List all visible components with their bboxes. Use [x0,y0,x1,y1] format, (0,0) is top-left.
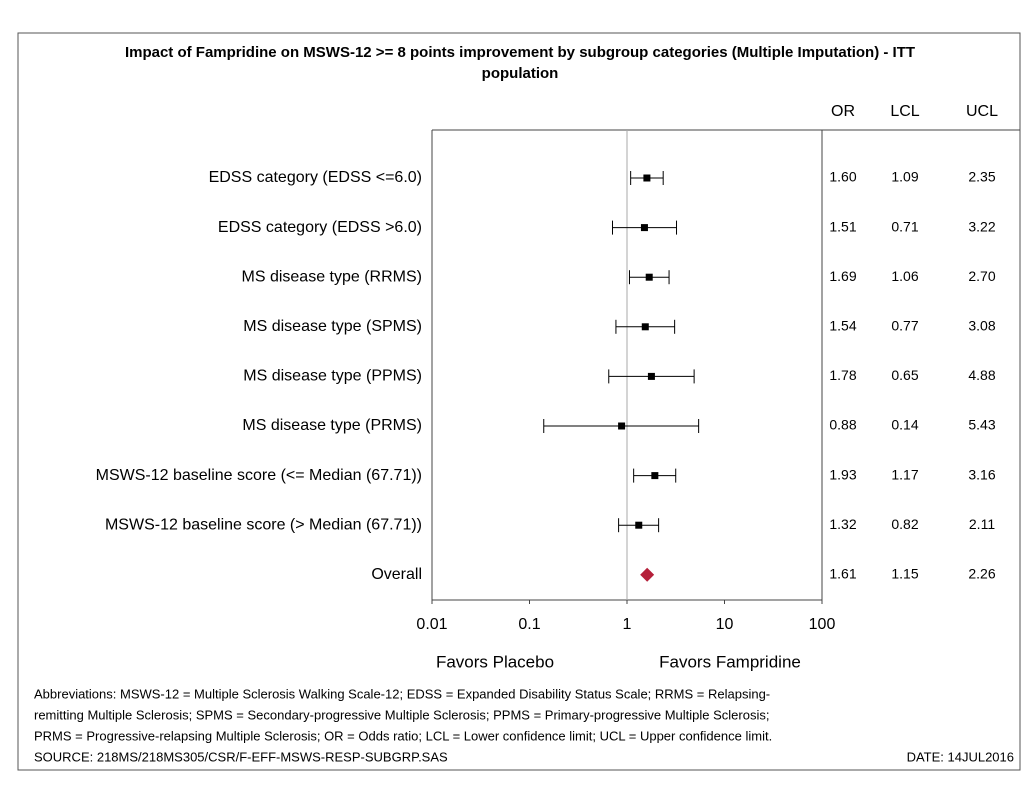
value-label: 1.61 [829,566,856,582]
point-estimate [641,323,649,331]
row-label: MS disease type (RRMS) [242,268,423,285]
date: DATE: 14JUL2016 [907,749,1014,764]
summary-diamond [640,567,655,582]
value-label: 1.09 [891,169,918,185]
value-label: 0.65 [891,367,918,383]
value-label: 1.54 [829,318,856,334]
value-label: 1.17 [891,466,918,482]
x-tick-label: 1 [623,616,632,633]
value-label: 0.88 [829,417,856,433]
column-header: OR [831,103,855,120]
value-label: 2.70 [968,268,995,284]
value-label: 5.43 [968,417,995,433]
footnote: Abbreviations: MSWS-12 = Multiple Sclero… [34,686,770,701]
column-header: UCL [966,103,998,120]
column-header: LCL [890,103,919,120]
source: SOURCE: 218MS/218MS305/CSR/F-EFF-MSWS-RE… [34,749,448,764]
value-label: 2.11 [969,516,995,532]
favors-left: Favors Placebo [436,652,554,671]
point-estimate [647,372,655,380]
point-estimate [635,521,643,529]
row-label: EDSS category (EDSS <=6.0) [209,169,422,186]
value-label: 0.77 [891,318,918,334]
value-label: 1.93 [829,466,856,482]
value-label: 1.78 [829,367,856,383]
x-tick-label: 10 [716,616,734,633]
x-tick-label: 100 [809,616,836,633]
x-tick-label: 0.1 [518,616,540,633]
footnote: remitting Multiple Sclerosis; SPMS = Sec… [34,707,769,722]
point-estimate [618,422,626,430]
row-label: MSWS-12 baseline score (> Median (67.71)… [105,516,422,533]
row-label: MS disease type (PPMS) [243,368,422,385]
value-label: 0.71 [891,218,918,234]
point-estimate [645,273,653,281]
value-label: 2.35 [968,169,995,185]
value-label: 1.51 [829,218,856,234]
value-label: 1.06 [891,268,918,284]
row-label: EDSS category (EDSS >6.0) [218,219,422,236]
point-estimate [640,224,648,232]
footnote: PRMS = Progressive-relapsing Multiple Sc… [34,728,772,743]
value-label: 4.88 [968,367,995,383]
point-estimate [643,174,651,182]
row-label: MSWS-12 baseline score (<= Median (67.71… [96,467,422,484]
point-estimate [651,472,659,480]
row-label: MS disease type (SPMS) [243,318,422,335]
row-label: MS disease type (PRMS) [242,417,422,434]
row-label: Overall [371,566,422,583]
favors-right: Favors Fampridine [659,652,801,671]
value-label: 0.14 [891,417,918,433]
value-label: 3.16 [968,466,995,482]
value-label: 1.32 [829,516,856,532]
value-label: 1.69 [829,268,856,284]
value-label: 3.08 [968,318,995,334]
x-tick-label: 0.01 [416,616,447,633]
chart-title: Impact of Fampridine on MSWS-12 >= 8 poi… [125,44,915,61]
value-label: 2.26 [968,566,995,582]
value-label: 1.60 [829,169,856,185]
value-label: 3.22 [968,218,995,234]
value-label: 0.82 [891,516,918,532]
value-label: 1.15 [891,566,918,582]
chart-title: population [482,65,559,82]
outer-frame [17,32,1021,771]
